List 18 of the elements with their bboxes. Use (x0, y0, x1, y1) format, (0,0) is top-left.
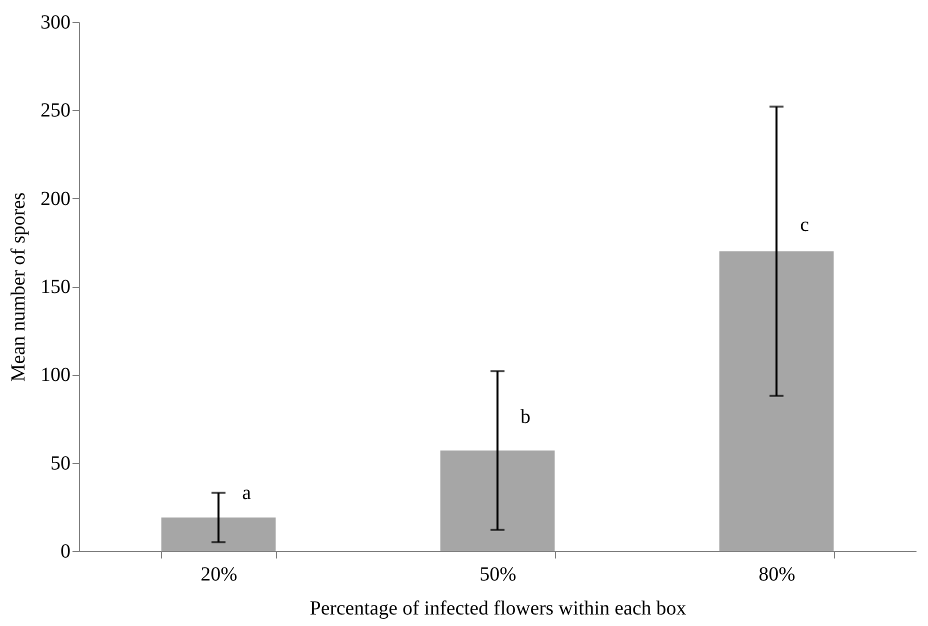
y-tick-label: 200 (40, 188, 70, 210)
y-tick-label: 300 (40, 12, 70, 34)
bar (719, 251, 834, 551)
x-axis-title: Percentage of infected flowers within each box (310, 598, 686, 620)
bar (440, 450, 555, 551)
x-tick-label: 50% (480, 564, 516, 586)
annotation: b (520, 406, 530, 428)
y-tick-label: 250 (40, 100, 70, 122)
y-tick-label: 0 (60, 540, 70, 562)
y-tick-label: 100 (40, 364, 70, 386)
annotation: a (242, 482, 252, 504)
y-tick-label: 50 (50, 452, 70, 474)
y-axis-title: Mean number of spores (8, 192, 30, 382)
x-tick-label: 20% (200, 564, 238, 586)
bar (161, 517, 276, 551)
annotation: c (800, 214, 810, 236)
x-tick-label: 80% (758, 564, 796, 586)
y-tick-label: 150 (40, 276, 70, 298)
